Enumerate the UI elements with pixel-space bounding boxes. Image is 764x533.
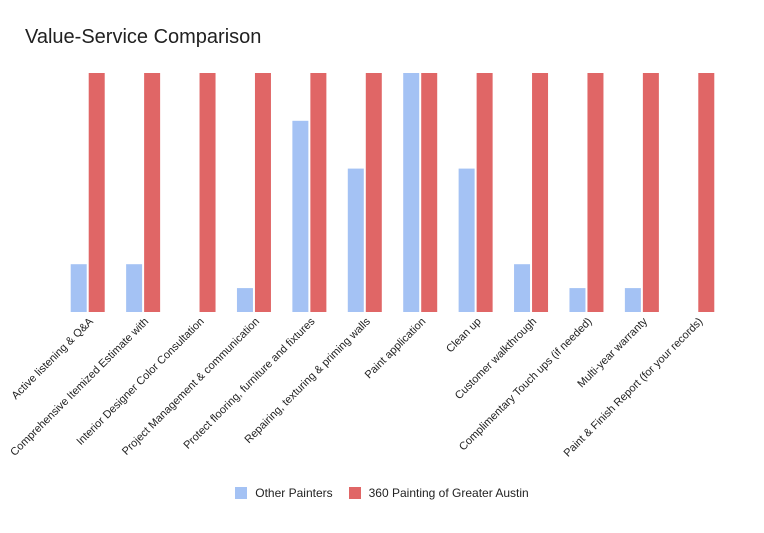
bar-series-0-cat-9 [569, 288, 586, 312]
legend-label-series-0: Other Painters [255, 486, 333, 500]
legend-swatch-series-1 [348, 487, 361, 499]
legend-item-series-1: 360 Painting of Greater Austin [348, 486, 529, 500]
bar-series-1-cat-6 [421, 73, 438, 312]
x-tick-label-5: Repairing, texturing & priming walls [243, 315, 374, 446]
bar-series-0-cat-0 [70, 264, 87, 312]
legend-swatch-series-0 [235, 487, 248, 499]
bars-group [70, 73, 715, 312]
legend: Other Painters 360 Painting of Greater A… [0, 486, 764, 500]
legend-item-series-0: Other Painters [235, 486, 333, 500]
bar-series-0-cat-8 [514, 264, 531, 312]
bar-series-1-cat-9 [587, 73, 604, 312]
bar-series-1-cat-2 [199, 73, 216, 312]
bar-series-0-cat-10 [624, 288, 641, 312]
legend-label-series-1: 360 Painting of Greater Austin [368, 486, 529, 500]
bar-series-1-cat-1 [144, 73, 161, 312]
bar-series-1-cat-3 [254, 73, 271, 312]
bar-series-1-cat-0 [88, 73, 105, 312]
x-tick-label-7: Clean up [444, 316, 484, 356]
bar-series-1-cat-5 [365, 73, 382, 312]
bar-series-0-cat-5 [347, 168, 364, 312]
bar-series-0-cat-7 [458, 168, 475, 312]
bar-series-1-cat-10 [642, 73, 659, 312]
bar-series-1-cat-7 [476, 73, 493, 312]
x-tick-label-6: Paint application [363, 316, 429, 382]
bar-series-1-cat-11 [698, 73, 715, 312]
bar-series-0-cat-6 [403, 73, 420, 312]
bar-series-0-cat-3 [236, 288, 253, 312]
bar-series-1-cat-4 [310, 73, 327, 312]
bar-series-0-cat-1 [126, 264, 143, 312]
bar-series-1-cat-8 [532, 73, 549, 312]
chart-title: Value-Service Comparison [25, 26, 262, 48]
bar-series-0-cat-4 [292, 120, 309, 312]
